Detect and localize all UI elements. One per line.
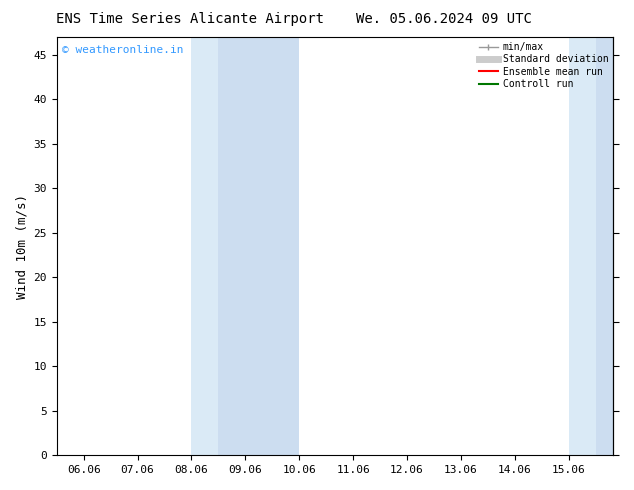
Bar xyxy=(569,37,596,455)
Bar xyxy=(596,37,634,455)
Text: We. 05.06.2024 09 UTC: We. 05.06.2024 09 UTC xyxy=(356,12,532,26)
Text: ENS Time Series Alicante Airport: ENS Time Series Alicante Airport xyxy=(56,12,324,26)
Bar xyxy=(219,37,299,455)
Legend: min/max, Standard deviation, Ensemble mean run, Controll run: min/max, Standard deviation, Ensemble me… xyxy=(479,42,609,89)
Text: © weatheronline.in: © weatheronline.in xyxy=(62,46,184,55)
Bar xyxy=(191,37,219,455)
Y-axis label: Wind 10m (m/s): Wind 10m (m/s) xyxy=(15,194,28,299)
